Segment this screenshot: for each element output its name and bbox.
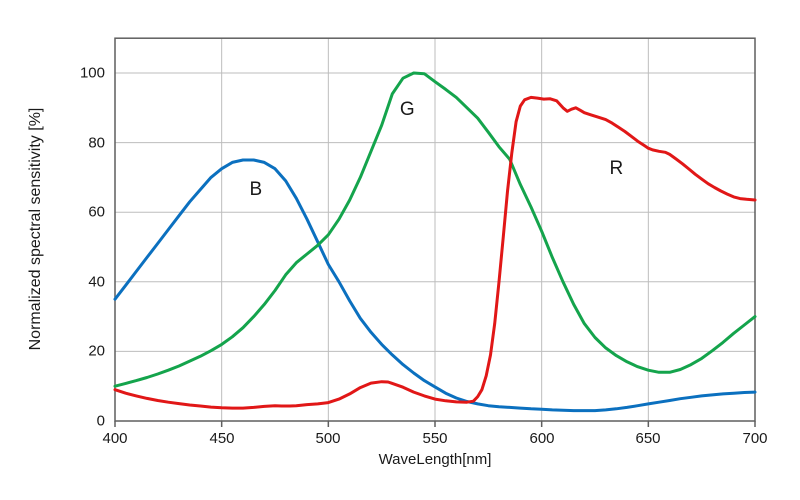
x-tick-label-500: 500 bbox=[315, 430, 341, 447]
y-axis-title: Normalized spectral sensitivity [%] bbox=[27, 107, 44, 351]
series-label-g: G bbox=[400, 99, 415, 120]
series-curve-r bbox=[113, 95, 757, 410]
y-tick-label-20: 20 bbox=[88, 342, 105, 360]
x-tick-label-700: 700 bbox=[742, 430, 768, 447]
y-tick-label-40: 40 bbox=[88, 273, 105, 291]
x-tick-label-550: 550 bbox=[422, 430, 448, 447]
x-tick-label-400: 400 bbox=[102, 430, 128, 447]
x-tick-label-450: 450 bbox=[209, 430, 235, 447]
series-label-r: R bbox=[609, 158, 623, 179]
y-tick-label-80: 80 bbox=[88, 134, 105, 152]
x-axis-title: WaveLength[nm] bbox=[378, 451, 492, 468]
plot-frame bbox=[114, 37, 756, 422]
x-tick-label-600: 600 bbox=[529, 430, 555, 447]
y-tick-label-100: 100 bbox=[79, 64, 105, 82]
series-curve-g bbox=[113, 71, 757, 388]
y-tick-label-0: 0 bbox=[96, 412, 105, 430]
x-tick-label-650: 650 bbox=[635, 430, 661, 447]
series-label-b: B bbox=[249, 179, 262, 200]
y-tick-label-60: 60 bbox=[88, 203, 105, 221]
series-curve-b bbox=[113, 158, 757, 413]
